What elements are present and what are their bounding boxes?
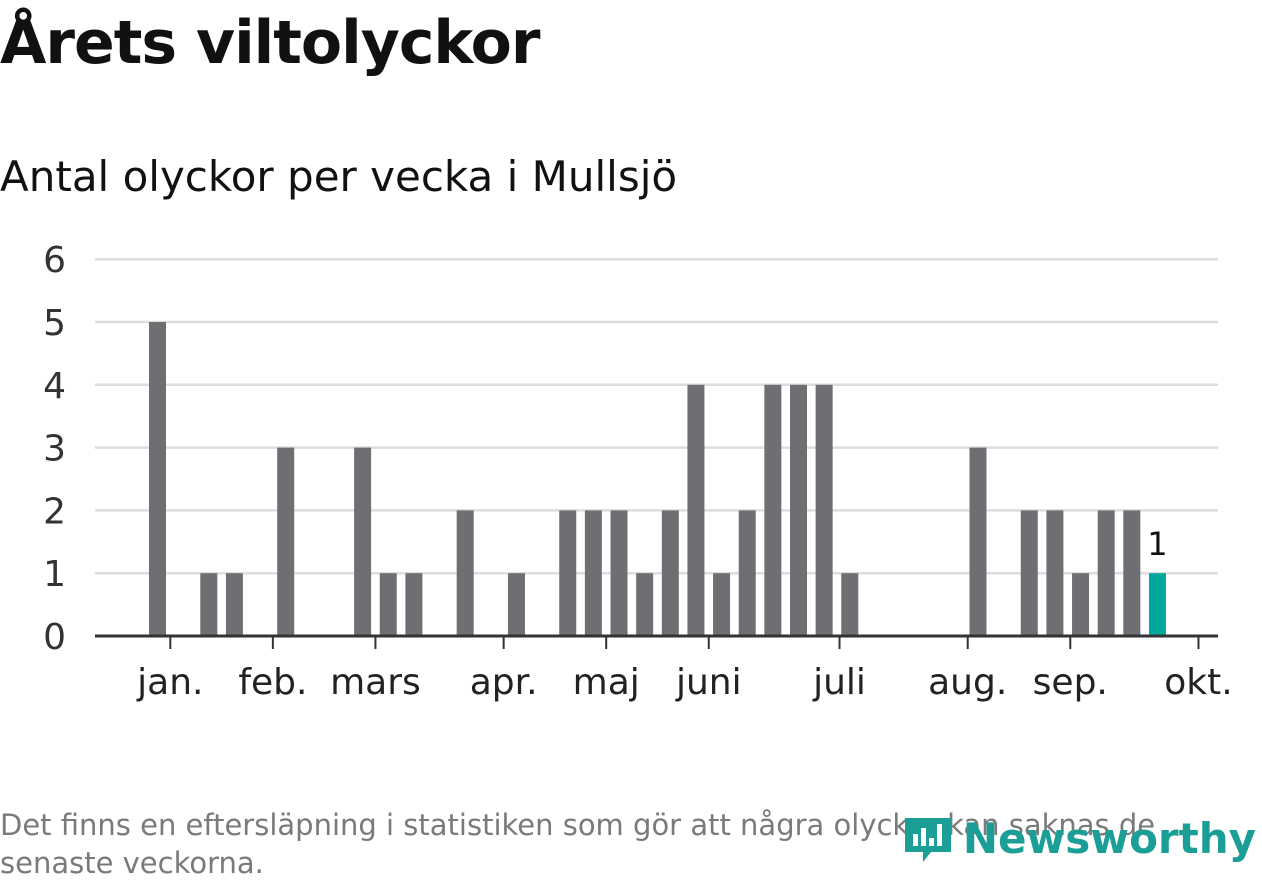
x-tick-label: juli [812, 662, 866, 703]
bar [636, 573, 654, 636]
bar-highlight [1148, 573, 1166, 636]
x-tick-label: maj [573, 662, 640, 703]
x-tick-label: juni [675, 662, 742, 703]
bar [507, 573, 525, 636]
bar [687, 384, 705, 636]
chart-subtitle: Antal olyckor per vecka i Mullsjö [0, 152, 678, 201]
x-tick-label: okt. [1164, 662, 1232, 703]
data-label: 1 [1147, 525, 1167, 563]
x-tick-label: jan. [136, 662, 203, 703]
y-tick-label: 0 [43, 617, 66, 658]
bar [815, 384, 833, 636]
bar [559, 510, 577, 636]
newsworthy-logo-text: Newsworthy [962, 813, 1256, 863]
bar [1123, 510, 1141, 636]
x-tick-label: aug. [928, 662, 1007, 703]
bar [969, 447, 987, 636]
bar [1072, 573, 1090, 636]
bar [405, 573, 423, 636]
bar [790, 384, 807, 636]
bar [354, 447, 372, 636]
bar [149, 322, 166, 636]
footnote: Det finns en eftersläpning i statistiken… [0, 808, 1156, 880]
x-tick-label: sep. [1033, 662, 1108, 703]
bar [277, 447, 295, 636]
bar [584, 510, 602, 636]
bar [1097, 510, 1115, 636]
bar [379, 573, 397, 636]
bar [764, 384, 782, 636]
bar [661, 510, 679, 636]
bar [841, 573, 859, 636]
x-tick-label: feb. [238, 662, 307, 703]
bar [1046, 510, 1064, 636]
y-tick-label: 6 [43, 240, 66, 281]
bar [738, 510, 756, 636]
bar [713, 573, 731, 636]
bar [456, 510, 474, 636]
newsworthy-logo-icon [904, 818, 951, 862]
bar [1020, 510, 1038, 636]
bar [200, 573, 218, 636]
newsworthy-logo: Newsworthy [901, 812, 1256, 864]
y-tick-label: 2 [43, 491, 66, 532]
chart-title: Årets viltolyckor [0, 8, 540, 78]
bar-chart: 0 1 2 3 4 5 6 1 jan. feb. mars apr. maj juni juli aug. s… [43, 240, 1233, 703]
x-tick-label: mars [330, 662, 421, 703]
bar [225, 573, 243, 636]
bar [610, 510, 628, 636]
x-tick-label: apr. [470, 662, 538, 703]
y-tick-label: 3 [43, 429, 66, 470]
y-tick-label: 5 [43, 303, 66, 344]
y-tick-label: 4 [43, 366, 66, 407]
y-tick-label: 1 [43, 554, 66, 595]
